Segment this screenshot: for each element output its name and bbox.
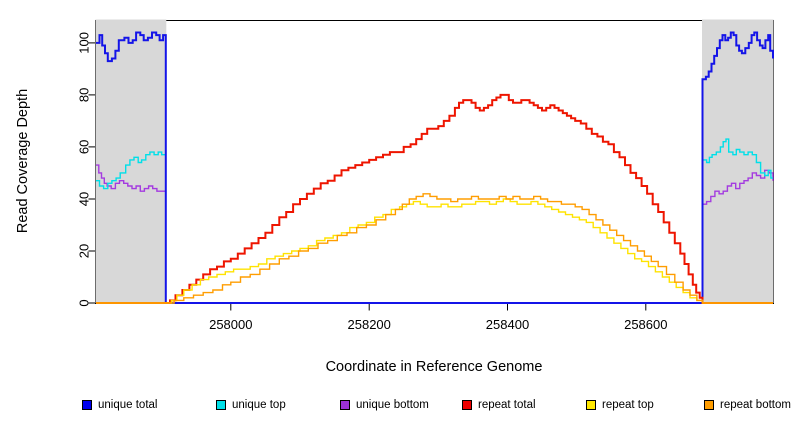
x-tick-label: 258200 bbox=[348, 317, 391, 332]
legend-swatch-repeat-total bbox=[462, 400, 472, 410]
series-unique-total bbox=[96, 31, 774, 304]
legend-label: unique total bbox=[98, 399, 158, 411]
series-repeat-top bbox=[96, 198, 773, 304]
y-axis-title: Read Coverage Depth bbox=[15, 89, 31, 233]
legend-item-repeat-total: repeat total bbox=[462, 397, 536, 413]
y-tick-label: 20 bbox=[77, 244, 92, 258]
legend-swatch-repeat-bottom bbox=[704, 400, 714, 410]
legend-item-unique-total: unique total bbox=[82, 397, 157, 413]
y-tick-label: 0 bbox=[77, 299, 92, 306]
x-tick-label: 258600 bbox=[624, 317, 667, 332]
legend-swatch-unique-total bbox=[82, 400, 92, 410]
legend-swatch-unique-top bbox=[216, 400, 226, 410]
legend-swatch-repeat-top bbox=[586, 400, 596, 410]
legend-item-repeat-bottom: repeat bottom bbox=[704, 397, 791, 413]
legend-label: repeat top bbox=[602, 399, 654, 411]
series-unique-top bbox=[96, 138, 773, 304]
shaded-band-0 bbox=[95, 19, 167, 303]
y-tick-label: 40 bbox=[77, 192, 92, 206]
y-tick-label: 100 bbox=[77, 32, 92, 54]
series-repeat-total bbox=[96, 93, 773, 304]
legend-label: unique bottom bbox=[356, 399, 429, 411]
legend-item-unique-bottom: unique bottom bbox=[340, 397, 429, 413]
y-tick-label: 80 bbox=[77, 88, 92, 102]
plot-box bbox=[95, 20, 774, 304]
legend-item-repeat-top: repeat top bbox=[586, 397, 654, 413]
series-repeat-bottom bbox=[96, 193, 773, 304]
legend-label: unique top bbox=[232, 399, 286, 411]
x-tick-label: 258400 bbox=[486, 317, 529, 332]
legend-label: repeat bottom bbox=[720, 399, 791, 411]
x-tick-label: 258000 bbox=[209, 317, 252, 332]
legend-swatch-unique-bottom bbox=[340, 400, 350, 410]
legend: unique total unique top unique bottom repea… bbox=[0, 397, 792, 417]
x-axis-title: Coordinate in Reference Genome bbox=[326, 359, 543, 375]
shaded-band-1 bbox=[702, 19, 774, 303]
legend-item-unique-top: unique top bbox=[216, 397, 286, 413]
plot-area: 258000 258200 258400 258600 0 20 40 60 80 100 bbox=[77, 19, 774, 332]
legend-label: repeat total bbox=[478, 399, 536, 411]
y-tick-label: 60 bbox=[77, 140, 92, 154]
